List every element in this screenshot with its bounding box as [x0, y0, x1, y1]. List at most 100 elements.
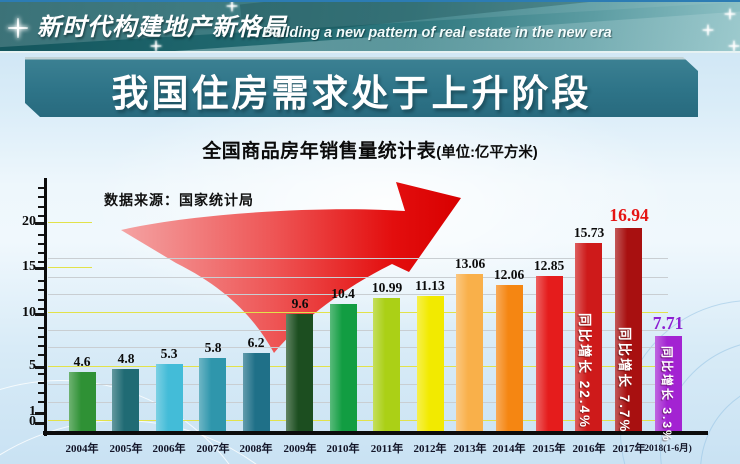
chart-title-main: 全国商品房年销售量统计表	[202, 141, 437, 162]
minor-gridline	[48, 384, 668, 385]
y-axis-minor-tick	[38, 234, 44, 236]
bar-2018(1-6月)	[655, 336, 682, 433]
bar-sheen	[69, 372, 96, 433]
bar-sheen	[615, 228, 642, 433]
bar-sheen	[156, 364, 183, 433]
y-axis-minor-tick	[38, 196, 44, 198]
major-gridline-stub	[48, 267, 92, 268]
bar-2005年	[112, 369, 139, 433]
section-header: 我国住房需求处于上升阶段	[25, 57, 698, 117]
bar-sheen	[456, 274, 483, 433]
x-axis-category-label: 2008年	[239, 443, 273, 455]
y-axis-minor-tick	[38, 215, 44, 217]
y-axis-minor-tick	[38, 345, 44, 347]
bar-sheen	[243, 353, 270, 433]
sparkle-icon	[150, 40, 162, 51]
y-axis-minor-tick	[38, 299, 44, 301]
x-axis-category-label: 2006年	[152, 443, 186, 455]
x-axis-category-label: 2018(1-6月)	[644, 444, 692, 454]
bar-2009年	[286, 314, 313, 433]
y-axis-tick-label: 1	[29, 404, 36, 419]
y-axis-minor-tick	[38, 206, 44, 208]
bar-value-label: 15.73	[573, 225, 605, 240]
bar-growth-annotation: 同比增长 22.4%	[577, 313, 592, 430]
x-axis-category-label: 2011年	[370, 443, 404, 455]
x-axis-category-label: 2010年	[326, 443, 360, 455]
bar-value-label: 4.6	[73, 354, 91, 369]
bar-growth-annotation: 同比增长 7.7%	[617, 327, 632, 434]
y-axis-minor-tick	[38, 289, 44, 291]
bar-sheen	[112, 369, 139, 433]
y-axis-minor-tick	[38, 243, 44, 245]
bar-2014年	[496, 285, 523, 433]
y-axis-minor-tick	[38, 373, 44, 375]
banner-title-cn: 新时代构建地产新格局	[37, 14, 287, 41]
chart-title: 全国商品房年销售量统计表(单位:亿平方米)	[0, 136, 740, 163]
bar-sheen	[536, 276, 563, 433]
bar-value-label: 13.06	[454, 256, 486, 271]
y-axis-minor-tick	[38, 354, 44, 356]
y-axis-major-tick	[35, 422, 44, 425]
bar-value-label: 16.94	[609, 205, 649, 225]
bar-growth-annotation: 同比增长 3.3%	[660, 346, 674, 443]
x-axis	[43, 431, 708, 435]
y-axis-minor-tick	[38, 187, 44, 189]
bar-2017年	[615, 228, 642, 433]
chart-title-unit: (单位:亿平方米)	[436, 145, 538, 161]
x-axis-category-label: 2004年	[65, 443, 99, 455]
bar-value-label: 6.2	[247, 335, 265, 350]
bar-sheen	[286, 314, 313, 433]
y-axis-major-tick	[35, 313, 44, 316]
y-axis-minor-tick	[38, 280, 44, 282]
bar-value-label: 4.8	[117, 351, 135, 366]
major-gridline-stub	[48, 222, 92, 223]
y-axis-minor-tick	[38, 308, 44, 310]
bar-2015年	[536, 276, 563, 433]
y-axis	[44, 178, 47, 436]
x-axis-category-label: 2014年	[492, 443, 526, 455]
bar-sheen	[330, 304, 357, 433]
bar-2011年	[373, 298, 400, 433]
y-axis-tick-label: 10	[22, 305, 36, 320]
x-axis-category-label: 2009年	[283, 443, 317, 455]
x-axis-category-label: 2007年	[196, 443, 230, 455]
bar-value-label: 12.85	[533, 258, 565, 273]
bar-2004年	[69, 372, 96, 433]
y-axis-minor-tick	[38, 382, 44, 384]
x-axis-category-label: 2017年	[612, 443, 646, 455]
y-axis-minor-tick	[38, 401, 44, 403]
y-axis-major-tick	[35, 267, 44, 270]
x-axis-category-label: 2013年	[453, 443, 487, 455]
major-gridline	[48, 420, 668, 421]
section-title: 我国住房需求处于上升阶段	[111, 73, 592, 114]
y-axis-tick-label: 5	[29, 358, 36, 373]
bar-sheen	[655, 336, 682, 433]
bar-sheen	[575, 243, 602, 433]
banner-title-en: Building a new pattern of real estate in…	[262, 25, 612, 41]
bar-2008年	[243, 353, 270, 433]
y-axis-major-tick	[35, 366, 44, 369]
bar-sheen	[373, 298, 400, 433]
y-axis-tick-label: 0	[29, 414, 36, 429]
bar-2013年	[456, 274, 483, 433]
bar-2012年	[417, 296, 444, 433]
bar-2006年	[156, 364, 183, 433]
y-axis-major-tick	[35, 412, 44, 415]
bar-sheen	[199, 358, 226, 433]
x-axis-category-label: 2016年	[572, 443, 606, 455]
y-axis-major-tick	[35, 222, 44, 225]
x-axis-category-label: 2015年	[532, 443, 566, 455]
bar-2010年	[330, 304, 357, 433]
bar-2007年	[199, 358, 226, 433]
bar-value-label: 7.71	[652, 313, 684, 333]
data-source-label: 数据来源：国家统计局	[104, 192, 254, 208]
y-axis-minor-tick	[38, 261, 44, 263]
minor-gridline	[48, 402, 668, 403]
bar-value-label: 11.13	[415, 278, 445, 293]
x-axis-category-label: 2012年	[413, 443, 447, 455]
top-border	[0, 0, 740, 3]
y-axis-tick-label: 20	[22, 214, 36, 229]
banner: 新时代构建地产新格局 Building a new pattern of rea…	[0, 2, 740, 53]
x-axis-category-label: 2005年	[109, 443, 143, 455]
